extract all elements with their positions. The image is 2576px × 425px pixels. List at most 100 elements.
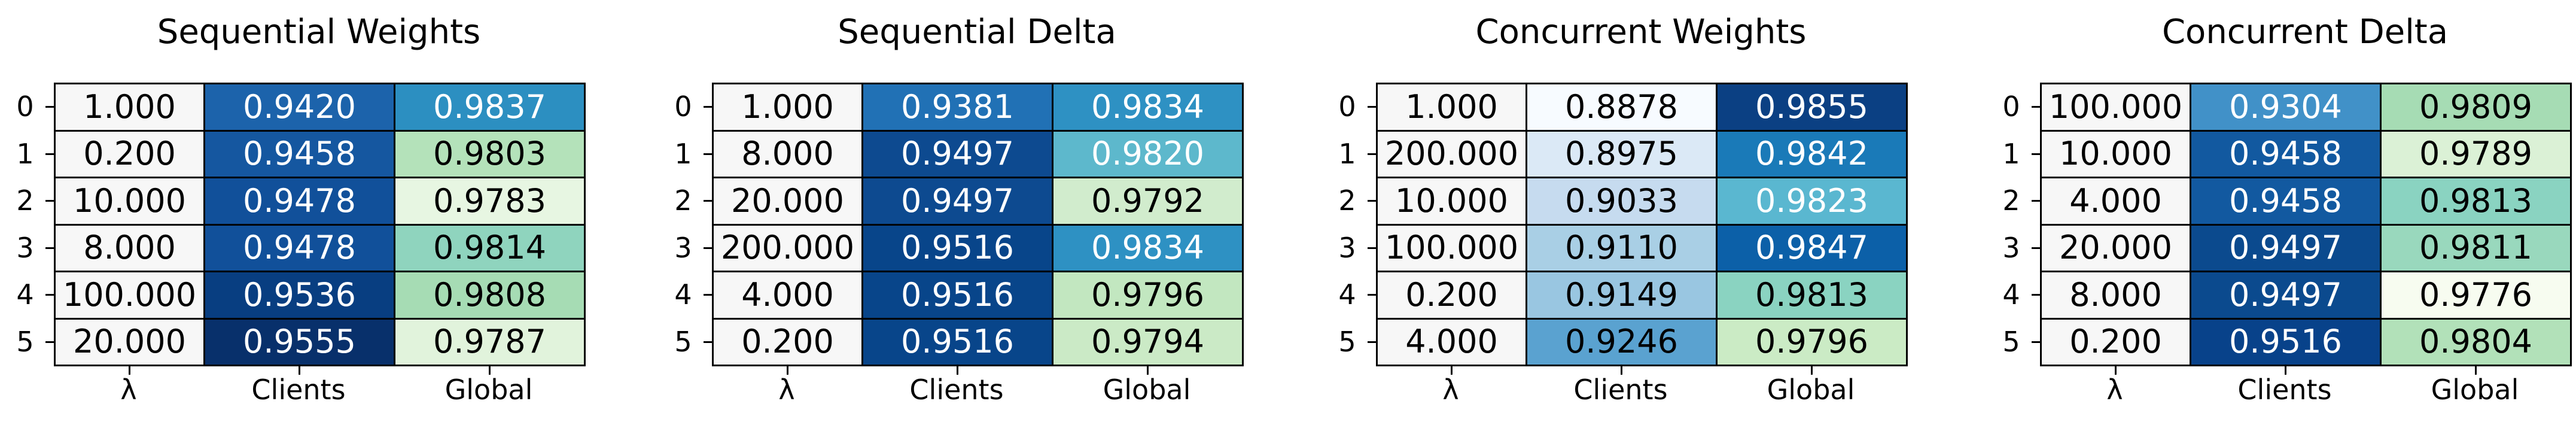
table-cell: 0.9823	[1716, 177, 1908, 226]
column-label: λ	[120, 374, 137, 406]
row-label: 3	[16, 231, 34, 264]
table-cell: 1.000	[1376, 83, 1527, 132]
row-label: 1	[16, 137, 34, 170]
table-cell: 0.9803	[394, 129, 586, 178]
row-label: 3	[2002, 231, 2020, 264]
table-cell: 0.9808	[394, 271, 586, 320]
row-label: 3	[674, 231, 692, 264]
table-cell: 0.9516	[861, 223, 1053, 272]
row-label: 0	[16, 90, 34, 123]
column-tick	[129, 366, 130, 375]
table-cell: 0.9458	[2190, 177, 2382, 226]
column-tick	[787, 366, 788, 375]
column-label: λ	[778, 374, 795, 406]
row-tick	[704, 200, 712, 202]
table-cell: 20.000	[712, 177, 863, 226]
table-cell: 0.9458	[2190, 129, 2382, 178]
table-panel: Concurrent Delta 100.000 0.9304 0.9809 0 10.0…	[1986, 0, 2576, 425]
row-label: 5	[1338, 325, 1356, 358]
row-tick	[1368, 294, 1376, 296]
table-cell: 0.9804	[2380, 317, 2572, 366]
table-cell: 0.9478	[203, 177, 395, 226]
row-label: 1	[1338, 137, 1356, 170]
row-tick	[704, 106, 712, 108]
table-cell: 10.000	[1376, 177, 1527, 226]
table-cell: 0.9516	[2190, 317, 2382, 366]
table-cell: 0.200	[712, 317, 863, 366]
table-panel: Concurrent Weights 1.000 0.8878 0.9855 0 200.…	[1322, 0, 1960, 425]
column-label: Clients	[909, 374, 1004, 406]
row-tick	[1368, 247, 1376, 249]
table-cell: 10.000	[54, 177, 205, 226]
table-cell: 0.9497	[861, 129, 1053, 178]
column-tick	[1621, 366, 1622, 375]
table-cell: 0.9033	[1525, 177, 1718, 226]
column-label: λ	[2106, 374, 2123, 406]
row-label: 5	[674, 325, 692, 358]
panel-title: Sequential Weights	[157, 13, 481, 51]
row-tick	[704, 247, 712, 249]
row-label: 2	[16, 184, 34, 217]
column-label: Clients	[2237, 374, 2332, 406]
table-cell: 200.000	[712, 223, 863, 272]
row-label: 4	[674, 278, 692, 311]
row-tick	[45, 294, 54, 296]
row-label: 4	[1338, 278, 1356, 311]
column-tick	[1451, 366, 1453, 375]
row-tick	[45, 153, 54, 155]
panel-title: Concurrent Weights	[1475, 13, 1807, 51]
table-cell: 0.9847	[1716, 223, 1908, 272]
panel-title: Sequential Delta	[838, 13, 1116, 51]
table-cell: 0.9813	[2380, 177, 2572, 226]
table-cell: 0.9842	[1716, 129, 1908, 178]
table-cell: 0.9497	[861, 177, 1053, 226]
row-label: 0	[1338, 90, 1356, 123]
row-tick	[2032, 294, 2040, 296]
table-cell: 0.9834	[1052, 223, 1244, 272]
table-cell: 0.9776	[2380, 271, 2572, 320]
table-cell: 0.9381	[861, 83, 1053, 132]
column-tick	[299, 366, 300, 375]
table-cell: 0.9497	[2190, 271, 2382, 320]
table-cell: 0.9796	[1052, 271, 1244, 320]
table-panel: Sequential Delta 1.000 0.9381 0.9834 0 8.000 0…	[658, 0, 1296, 425]
row-label: 0	[674, 90, 692, 123]
column-label: Global	[1767, 374, 1855, 406]
row-tick	[2032, 106, 2040, 108]
table-cell: 8.000	[2040, 271, 2191, 320]
table-cell: 8.000	[54, 223, 205, 272]
table-cell: 0.9458	[203, 129, 395, 178]
column-label: λ	[1442, 374, 1459, 406]
table-cell: 0.9478	[203, 223, 395, 272]
table-cell: 0.9497	[2190, 223, 2382, 272]
column-tick	[1811, 366, 1813, 375]
row-tick	[45, 200, 54, 202]
table-cell: 0.9787	[394, 317, 586, 366]
column-tick	[489, 366, 491, 375]
table-cell: 0.9792	[1052, 177, 1244, 226]
row-tick	[704, 294, 712, 296]
column-tick	[2115, 366, 2117, 375]
table-cell: 0.8975	[1525, 129, 1718, 178]
table-cell: 0.9110	[1525, 223, 1718, 272]
row-tick	[45, 247, 54, 249]
table-cell: 10.000	[2040, 129, 2191, 178]
row-tick	[2032, 200, 2040, 202]
row-label: 4	[2002, 278, 2020, 311]
table-cell: 0.9420	[203, 83, 395, 132]
table-cell: 0.9834	[1052, 83, 1244, 132]
row-tick	[45, 106, 54, 108]
table-cell: 0.9555	[203, 317, 395, 366]
table-cell: 0.200	[54, 129, 205, 178]
row-tick	[1368, 106, 1376, 108]
column-tick	[2475, 366, 2477, 375]
row-tick	[2032, 341, 2040, 343]
column-label: Global	[444, 374, 533, 406]
row-label: 2	[2002, 184, 2020, 217]
row-label: 5	[16, 325, 34, 358]
table-cell: 0.9246	[1525, 317, 1718, 366]
table-cell: 8.000	[712, 129, 863, 178]
table-cell: 0.9814	[394, 223, 586, 272]
row-label: 3	[1338, 231, 1356, 264]
table-cell: 0.9796	[1716, 317, 1908, 366]
